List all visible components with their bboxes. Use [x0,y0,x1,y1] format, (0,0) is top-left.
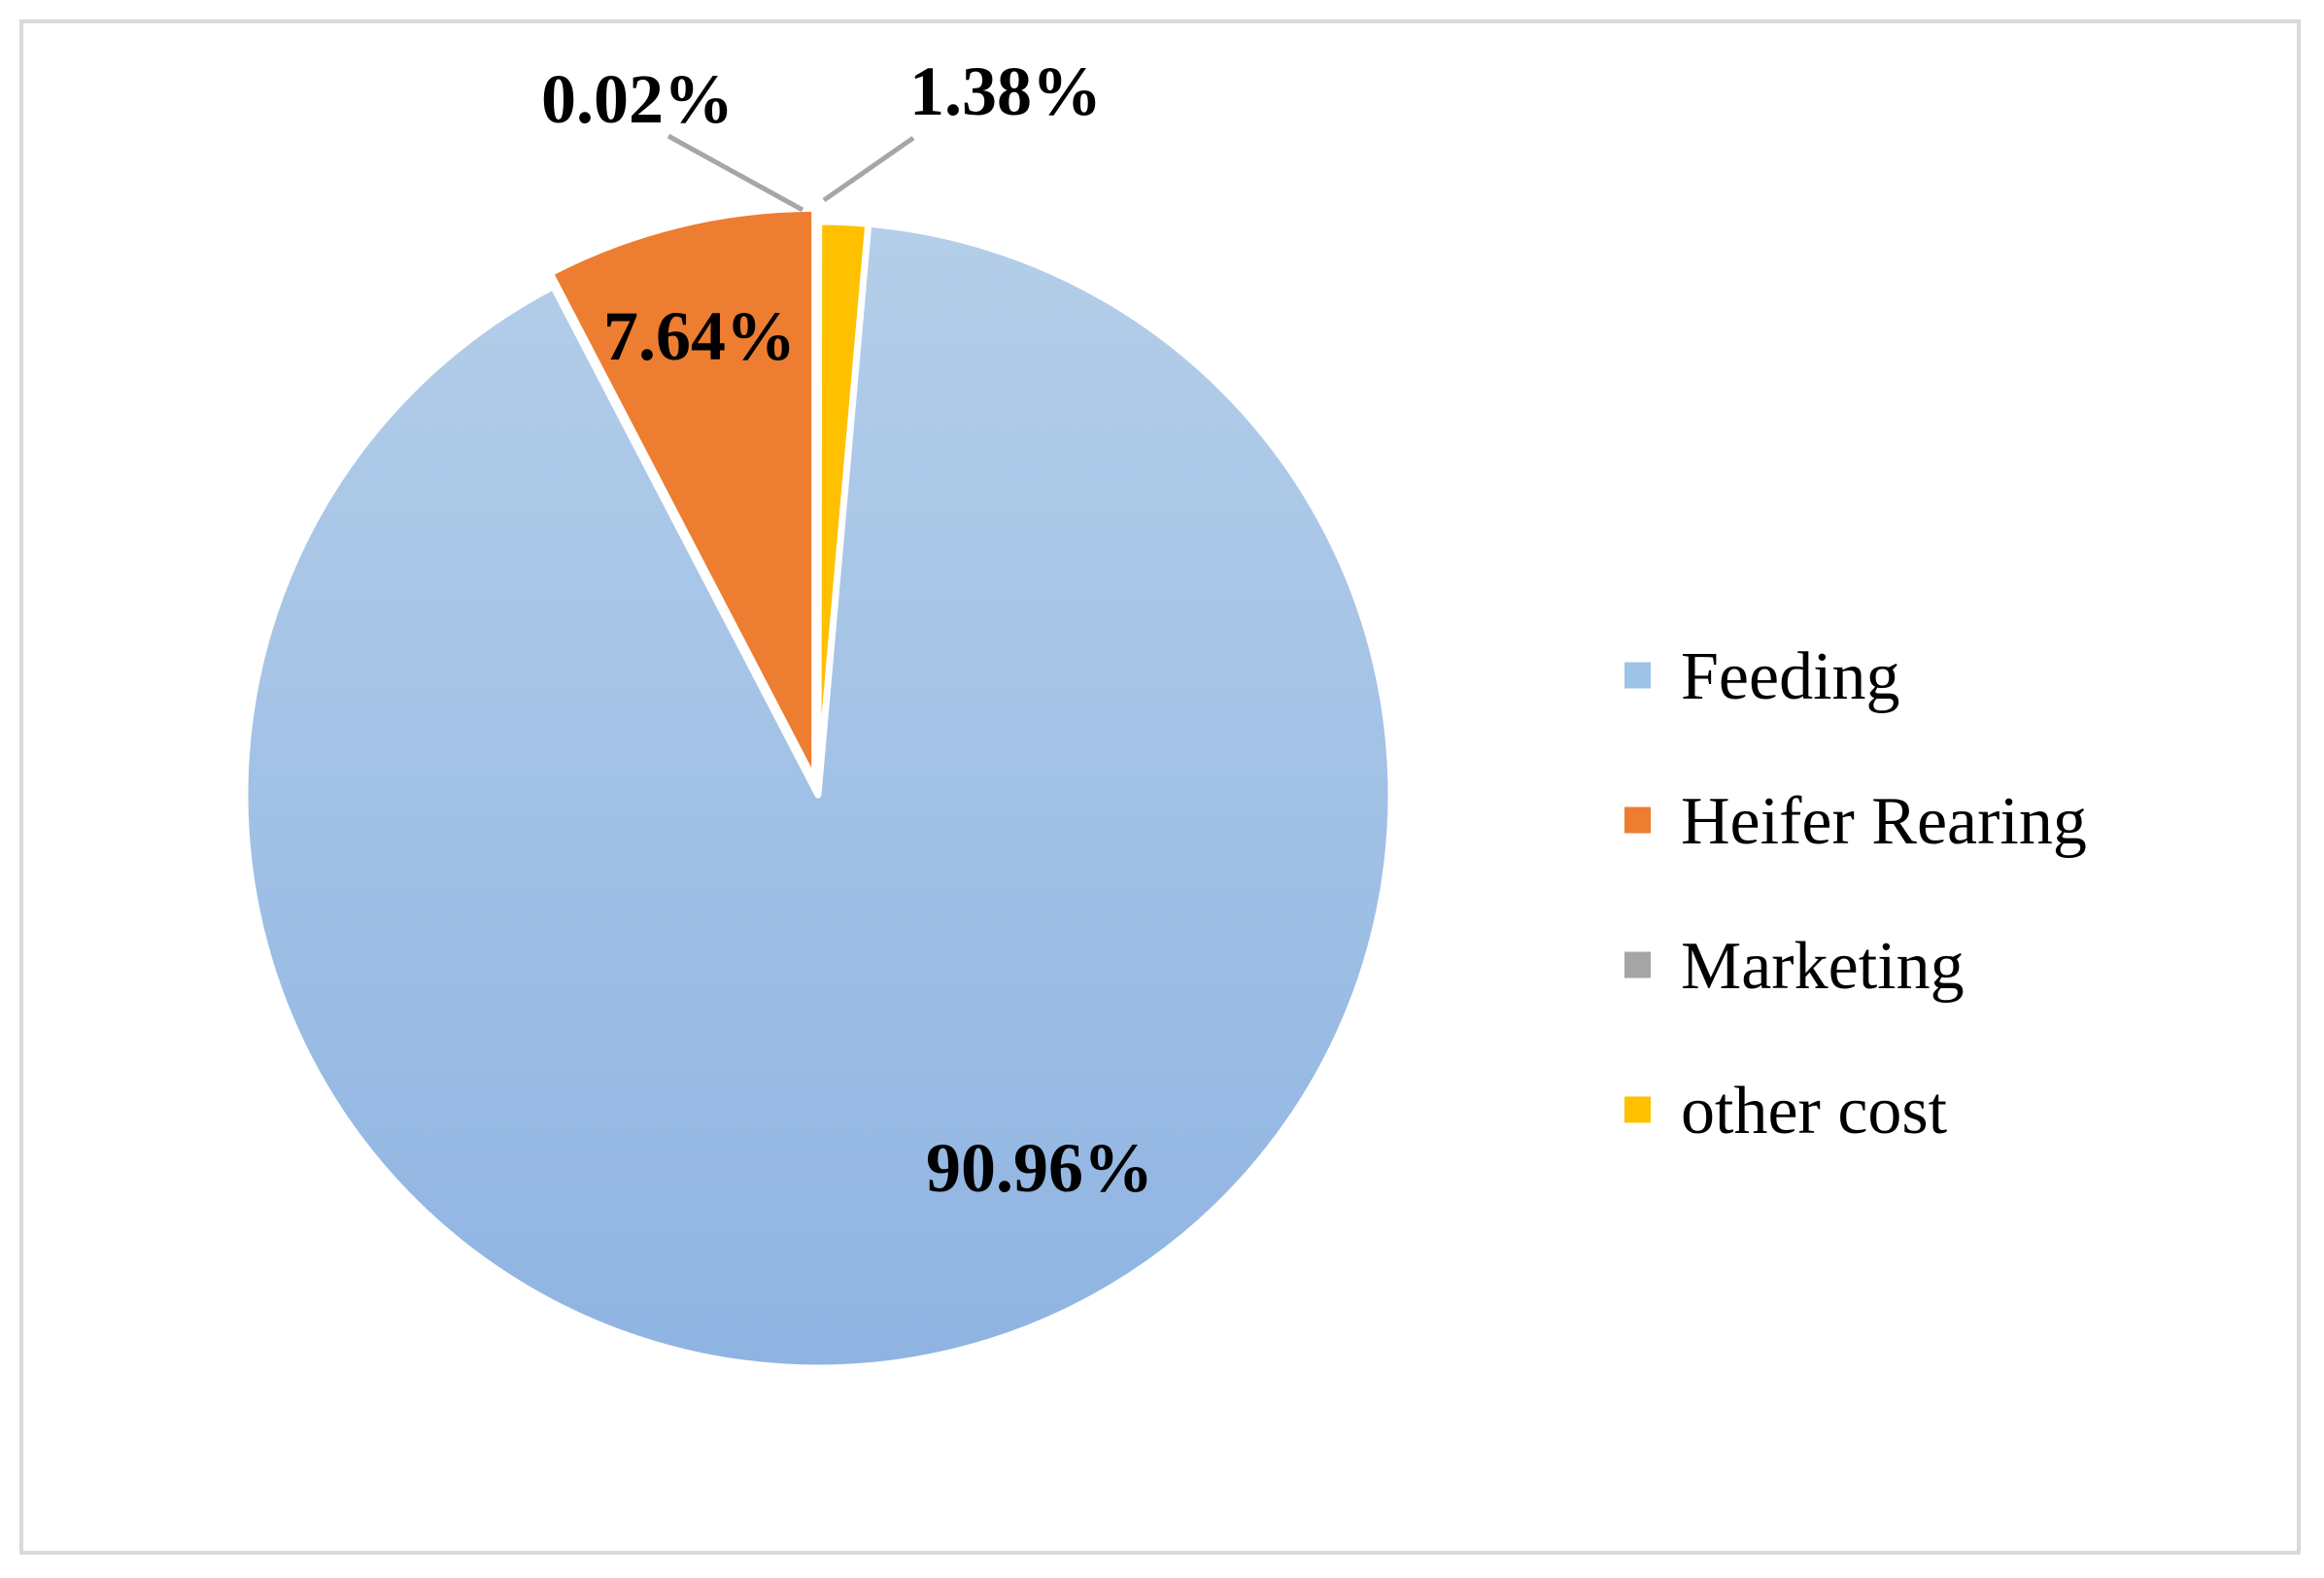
data-label-other-cost: 1.38% [909,52,1102,130]
chart-frame: 90.96% 7.64% 0.02% 1.38% Feeding Heifer Rear… [19,19,2301,1555]
legend-swatch-marketing [1624,951,1651,978]
leader-line-marketing [666,133,804,213]
pie-chart: 90.96% 7.64% 0.02% 1.38% Feeding Heifer Rear… [241,52,2087,1372]
legend-label-marketing: Marketing [1681,929,1965,1004]
legend-label-other-cost: other cost [1681,1074,1948,1149]
legend-label-feeding: Feeding [1681,639,1900,714]
pie-slice-heifer-rearing [546,204,819,785]
data-label-feeding: 90.96% [926,1129,1153,1207]
legend-label-heifer-rearing: Heifer Rearing [1681,784,2087,859]
data-label-marketing: 0.02% [541,60,734,138]
legend-swatch-heifer-rearing [1624,806,1651,834]
legend-swatch-feeding [1624,662,1651,689]
pie-slice-feeding [241,220,1395,1372]
leader-line-other-cost [822,135,915,203]
legend-swatch-other-cost [1624,1096,1651,1123]
data-label-heifer-rearing: 7.64% [603,297,796,375]
